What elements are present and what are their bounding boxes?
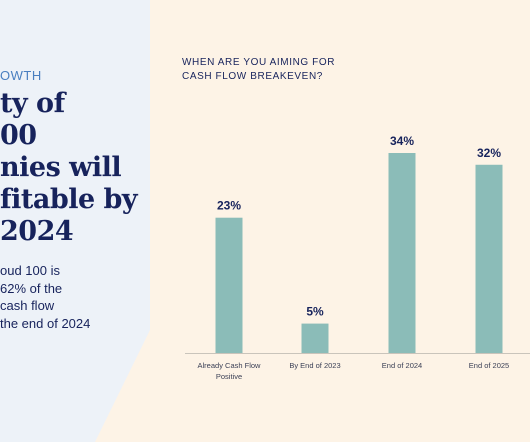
body-text: oud 100 is 62% of the cash flow the end …: [0, 262, 150, 332]
body-line: 62% of the: [0, 280, 63, 296]
data-label: 5%: [306, 305, 324, 319]
left-text-area: OWTH ty of 00 nies will fitable by 2024 …: [0, 0, 150, 442]
category-label: Already Cash Flow: [198, 361, 262, 370]
data-label: 34%: [390, 134, 414, 148]
bar: [475, 164, 503, 353]
headline-line: nies will: [0, 152, 122, 183]
left-panel: [0, 0, 150, 442]
chart-title-line: WHEN ARE YOU AIMING FOR: [182, 57, 336, 68]
category-label: Positive: [216, 372, 242, 381]
category-label: End of 2024: [382, 361, 422, 370]
category-label: By End of 2023: [289, 361, 340, 370]
headline-line: ty of: [0, 88, 65, 119]
chart-title: WHEN ARE YOU AIMING FOR CASH FLOW BREAKE…: [182, 56, 482, 84]
bar: [301, 323, 329, 353]
decorative-diagonal: [95, 0, 150, 442]
headline: ty of 00 nies will fitable by 2024: [0, 88, 150, 248]
chart-title-line: CASH FLOW BREAKEVEN?: [182, 71, 323, 82]
data-label: 32%: [477, 146, 501, 160]
headline-line: fitable by: [0, 184, 138, 215]
body-line: oud 100 is: [0, 263, 60, 278]
body-line: the end of 2024: [0, 315, 91, 331]
bar: [388, 153, 416, 353]
bar: [215, 217, 243, 353]
data-label: 23%: [217, 199, 241, 213]
category-label: End of 2025: [469, 361, 509, 370]
headline-line: 00: [0, 120, 37, 151]
body-line: cash flow: [0, 298, 55, 313]
headline-line: 2024: [0, 216, 74, 247]
section-eyebrow: OWTH: [0, 68, 42, 83]
